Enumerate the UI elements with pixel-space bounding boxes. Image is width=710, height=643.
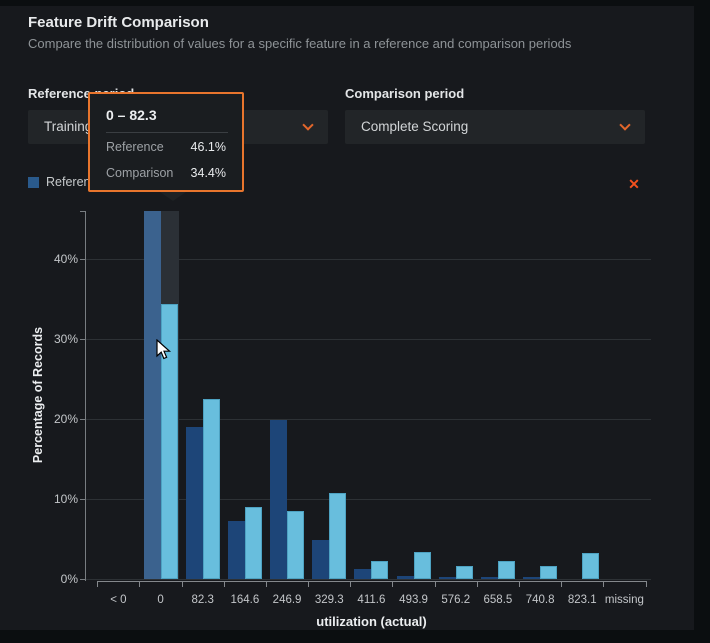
x-tick-label: 411.6 [357,594,386,606]
comparison-bar-411.6[interactable] [371,560,389,579]
y-tick-label: 30% [53,332,78,346]
comparison-bar-82.3[interactable] [202,399,220,579]
hover-tooltip: 0 – 82.3 Reference 46.1% Comparison 34.4… [88,92,244,201]
reference-bar-0[interactable] [143,211,161,579]
comparison-bar-164.6[interactable] [244,507,262,579]
x-tick-label: 82.3 [191,594,214,606]
page-title: Feature Drift Comparison [28,14,209,31]
x-axis-line [97,581,646,582]
y-axis-tick [80,419,86,420]
page-subtitle: Compare the distribution of values for a… [28,36,572,51]
tooltip-arrow [160,192,186,201]
gridline [86,579,651,580]
x-tick-label: 658.5 [483,594,513,606]
y-axis-tick [80,259,86,260]
x-axis-tick [645,581,647,587]
comparison-bar-740.8[interactable] [540,566,558,579]
x-axis-title: utilization (actual) [316,614,427,629]
gridline [86,499,651,500]
comparison-bar-246.9[interactable] [287,511,305,579]
close-icon[interactable]: ✕ [628,176,640,192]
tooltip-row-label: Reference [106,140,164,154]
x-axis-tick [561,581,563,587]
comparison-bar-329.3[interactable] [329,492,347,579]
comparison-period-value: Complete Scoring [361,119,469,134]
x-axis-tick [350,581,352,587]
drift-histogram: 0% 10% 20% 30% 40% < 0 0 82.3 164.6 246.9 329.3 411… [0,6,710,643]
x-axis-tick [181,581,183,587]
reference-bar-493.9[interactable] [396,575,414,579]
x-axis-tick [139,581,141,587]
reference-bar-246.9[interactable] [270,419,288,579]
tooltip-row: Reference 46.1% [106,140,226,154]
y-axis-tick [80,211,86,212]
gridline [86,259,651,260]
tooltip-row-value: 34.4% [190,166,226,180]
x-axis-tick [265,581,267,587]
tooltip-divider [106,132,228,133]
reference-swatch-icon [28,176,39,188]
reference-bar-411.6[interactable] [354,568,372,579]
gridline [86,419,651,420]
y-tick-label: 10% [53,492,78,506]
tooltip-row-value: 46.1% [190,140,226,154]
reference-bar-164.6[interactable] [227,520,245,579]
y-tick-label: 20% [53,412,78,426]
comparison-bar-576.2[interactable] [455,566,473,579]
tooltip-row: Comparison 34.4% [106,166,226,180]
x-tick-label: 823.1 [567,594,597,606]
x-axis-tick [308,581,310,587]
x-tick-label: 329.3 [314,594,344,606]
x-axis-tick [434,581,436,587]
gridline [86,339,651,340]
tooltip-bin-range: 0 – 82.3 [106,107,157,123]
comparison-bar-658.5[interactable] [497,560,515,579]
y-tick-label: 40% [53,252,78,266]
y-axis-tick [80,339,86,340]
reference-bar-740.8[interactable] [523,577,541,579]
comparison-period-select[interactable]: Complete Scoring [345,110,645,144]
reference-bar-329.3[interactable] [312,539,330,579]
x-axis-tick [97,581,99,587]
x-tick-label: 0 [157,594,164,606]
x-tick-label: 493.9 [399,594,428,606]
y-axis-tick [80,499,86,500]
reference-bar-576.2[interactable] [438,576,456,579]
y-axis-tick [80,579,86,580]
reference-bar-82.3[interactable] [185,427,203,579]
comparison-bar-0[interactable] [160,303,178,579]
x-tick-label: missing [604,594,644,606]
x-tick-label: < 0 [110,594,127,606]
comparison-period-label: Comparison period [345,86,465,101]
x-tick-label: 164.6 [230,594,260,606]
comparison-bar-493.9[interactable] [413,551,431,579]
y-axis-title: Percentage of Records [31,326,45,464]
x-axis-tick [519,581,520,587]
y-tick-label: 0% [60,572,78,586]
tooltip-row-label: Comparison [106,166,174,180]
x-axis-tick [476,581,478,587]
reference-bar-658.5[interactable] [480,576,498,579]
mouse-cursor [156,339,172,360]
y-axis-line [85,211,86,581]
x-tick-label: 576.2 [441,594,471,606]
x-axis-tick [223,581,225,587]
x-tick-label: 740.8 [525,594,555,606]
reference-period-value: Training [44,119,93,134]
x-axis-tick [392,581,394,587]
comparison-bar-823.1[interactable] [582,553,600,579]
x-tick-label: 246.9 [272,594,302,606]
x-axis-tick [603,581,605,587]
